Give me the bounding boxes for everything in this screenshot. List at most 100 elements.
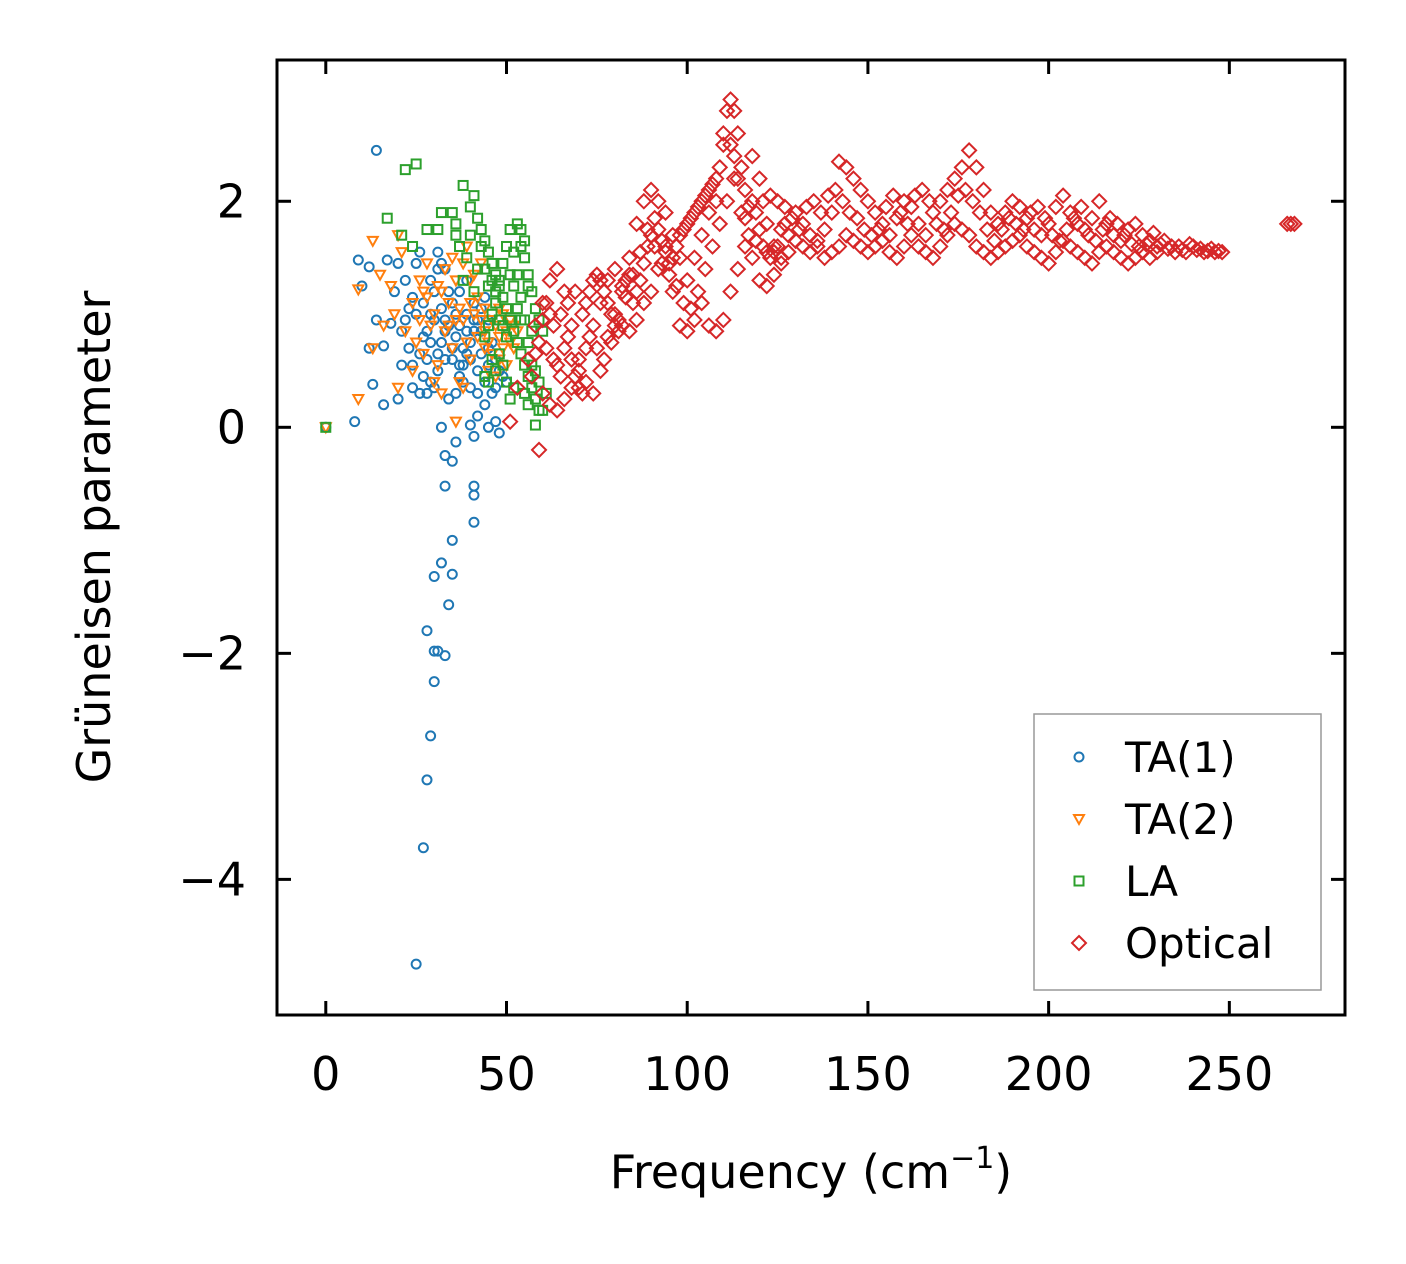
- data-point-optical: [870, 221, 888, 238]
- series-optical: [501, 91, 1303, 459]
- data-point-optical: [1047, 198, 1065, 216]
- data-point-ta-2: [452, 377, 467, 390]
- data-point-la: [381, 212, 393, 224]
- data-point-optical: [671, 226, 689, 244]
- data-point-optical: [761, 249, 779, 267]
- data-point-optical: [1210, 242, 1227, 260]
- plot-frame: [275, 58, 1347, 1017]
- data-point-la: [511, 337, 523, 349]
- data-point-ta-2: [434, 286, 449, 299]
- data-point-la: [435, 207, 447, 219]
- data-point-ta-2: [413, 314, 427, 327]
- data-point-ta-2: [467, 309, 481, 322]
- data-point-la: [504, 314, 516, 326]
- data-point-ta-1: [450, 436, 462, 448]
- data-point-optical: [635, 255, 653, 272]
- data-point-optical: [573, 384, 591, 402]
- data-point-ta-1: [428, 645, 440, 657]
- data-point-ta-2: [456, 382, 470, 395]
- data-point-optical: [729, 260, 747, 278]
- data-point-ta-1: [428, 676, 440, 688]
- data-point-optical: [834, 192, 852, 210]
- data-point-ta-2: [373, 269, 387, 282]
- data-point-la: [486, 308, 498, 320]
- data-point-la: [457, 274, 469, 286]
- data-point-optical: [660, 266, 678, 284]
- data-point-ta-2: [351, 284, 366, 297]
- data-point-optical: [931, 192, 949, 210]
- data-point-ta-2: [434, 388, 449, 401]
- data-point-ta-1: [435, 421, 447, 433]
- data-point-optical: [812, 204, 830, 221]
- data-point-ta-1: [403, 342, 415, 354]
- data-point-ta-2: [413, 275, 427, 288]
- data-point-optical: [848, 209, 866, 227]
- data-point-ta-1: [428, 382, 440, 394]
- data-point-optical: [845, 232, 862, 250]
- data-point-optical: [769, 238, 786, 255]
- data-point-optical: [971, 204, 989, 221]
- data-point-optical: [718, 102, 736, 120]
- data-point-ta-1: [468, 480, 480, 492]
- data-point-optical: [960, 141, 978, 159]
- data-point-ta-1: [399, 274, 411, 286]
- data-point-optical: [559, 328, 577, 346]
- y-tick-label: −4: [178, 852, 246, 906]
- data-point-optical: [779, 243, 797, 261]
- data-point-optical: [1018, 238, 1036, 255]
- data-point-optical: [725, 147, 743, 165]
- data-point-ta-2: [384, 281, 398, 294]
- data-point-ta-1: [403, 303, 415, 315]
- data-point-ta-1: [421, 387, 433, 399]
- legend-marker-optical: [1070, 934, 1088, 952]
- series-la: [320, 158, 552, 433]
- data-point-optical: [545, 351, 562, 368]
- data-point-ta-2: [366, 343, 380, 356]
- data-point-optical: [678, 322, 696, 340]
- data-point-ta-2: [405, 365, 420, 378]
- data-point-optical: [1181, 235, 1199, 253]
- data-point-ta-1: [407, 291, 419, 303]
- data-point-ta-1: [381, 254, 393, 266]
- data-point-optical: [635, 294, 653, 312]
- data-point-ta-2: [463, 354, 478, 367]
- data-point-ta-1: [396, 359, 408, 371]
- data-point-la: [519, 235, 531, 247]
- data-point-optical: [805, 192, 823, 210]
- data-point-la: [479, 263, 491, 275]
- data-point-la: [450, 218, 462, 230]
- data-marks: [319, 91, 1303, 970]
- data-point-la: [482, 320, 494, 332]
- data-point-la: [407, 240, 419, 252]
- data-point-optical: [1007, 215, 1025, 233]
- data-point-optical: [581, 328, 599, 346]
- data-point-optical: [942, 204, 960, 221]
- data-point-optical: [530, 334, 548, 351]
- data-point-optical: [1083, 255, 1101, 272]
- data-point-optical: [783, 209, 801, 227]
- data-point-optical: [707, 170, 725, 188]
- data-point-ta-1: [378, 340, 390, 352]
- data-point-optical: [628, 283, 646, 301]
- data-point-ta-1: [417, 370, 429, 382]
- data-point-optical: [678, 271, 696, 289]
- data-point-ta-1: [450, 331, 462, 343]
- data-point-optical: [1047, 243, 1065, 261]
- data-point-optical: [830, 153, 848, 171]
- data-point-optical: [534, 384, 552, 402]
- data-point-ta-1: [425, 274, 437, 286]
- data-point-ta-1: [472, 410, 484, 422]
- data-point-optical: [649, 192, 667, 210]
- data-point-optical: [555, 339, 573, 357]
- data-point-ta-2: [456, 314, 470, 327]
- data-point-optical: [946, 170, 964, 188]
- data-point-la: [454, 240, 466, 252]
- data-point-optical: [1011, 198, 1029, 216]
- data-point-ta-2: [431, 281, 445, 294]
- x-axis-label-text: Frequency (cm: [610, 1145, 950, 1199]
- data-point-optical: [1105, 226, 1123, 244]
- data-point-ta-1: [446, 534, 458, 546]
- data-point-optical: [1069, 243, 1086, 261]
- data-point-optical: [588, 266, 606, 284]
- data-point-optical: [1152, 235, 1170, 253]
